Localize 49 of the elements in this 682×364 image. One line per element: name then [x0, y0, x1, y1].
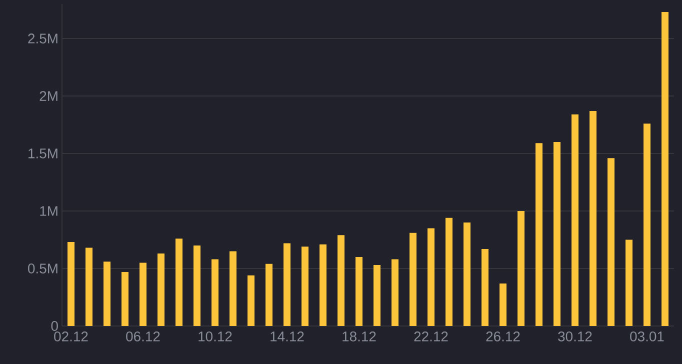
x-tick-label: 10.12 [198, 332, 232, 342]
x-tick-label: 22.12 [414, 332, 448, 342]
bar [320, 244, 327, 326]
bar [608, 158, 615, 326]
y-tick-label: 0.5M [28, 264, 58, 274]
bar [518, 211, 525, 326]
bar [158, 254, 164, 326]
bar [536, 143, 543, 326]
bar [446, 218, 453, 326]
bar [104, 262, 110, 326]
bar [374, 265, 381, 326]
bar [590, 110, 597, 326]
bar [176, 238, 182, 326]
bar [122, 272, 128, 326]
bar [68, 242, 74, 326]
bar [554, 142, 561, 326]
bar [194, 246, 200, 326]
y-tick-label: 1.5M [28, 148, 58, 158]
bar [500, 283, 507, 326]
bar [248, 275, 255, 326]
x-tick-label: 18.12 [342, 332, 376, 342]
bar [644, 124, 651, 326]
bar [572, 114, 579, 326]
bar [212, 259, 218, 326]
bar [626, 240, 633, 326]
bar [356, 257, 363, 326]
bar [266, 264, 273, 326]
y-tick-label: 0 [51, 321, 58, 331]
y-tick-label: 2M [40, 91, 58, 101]
bar [338, 235, 345, 326]
y-tick-label: 2.5M [28, 34, 58, 44]
bar [86, 248, 92, 326]
bar [464, 222, 471, 326]
x-tick-label: 02.12 [54, 332, 88, 342]
bar [662, 12, 669, 326]
x-tick-label: 26.12 [486, 332, 520, 342]
bar [302, 246, 309, 326]
bar [410, 232, 417, 326]
bar [140, 262, 146, 326]
bar [428, 228, 435, 326]
y-tick-label: 1M [40, 206, 58, 216]
x-tick-label: 06.12 [126, 332, 160, 342]
bar [230, 251, 237, 326]
x-tick-label: 14.12 [270, 332, 304, 342]
bar [284, 243, 291, 326]
x-tick-label: 03.01 [630, 332, 664, 342]
x-tick-label: 30.12 [558, 332, 592, 342]
bar [392, 259, 399, 326]
bar [482, 248, 489, 326]
